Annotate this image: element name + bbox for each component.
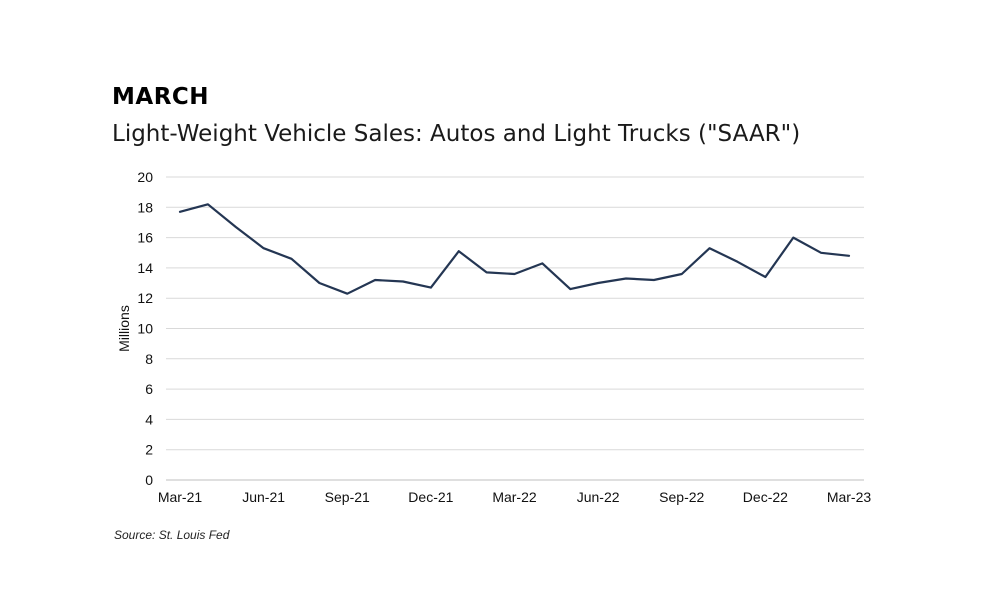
y-axis-ticks: 0 2 4 6 8 10 12 14 16 18 20: [137, 169, 153, 488]
y-tick-label: 16: [137, 230, 153, 246]
x-tick-label: Dec-22: [743, 489, 788, 505]
x-tick-label: Dec-21: [408, 489, 453, 505]
y-tick-label: 0: [145, 472, 153, 488]
x-tick-label: Mar-23: [827, 489, 872, 505]
y-axis-label: Millions: [116, 305, 132, 352]
y-tick-label: 4: [145, 411, 153, 427]
x-tick-label: Mar-22: [492, 489, 537, 505]
x-tick-label: Jun-21: [242, 489, 285, 505]
x-tick-label: Mar-21: [158, 489, 203, 505]
y-tick-label: 8: [145, 351, 153, 367]
x-tick-label: Jun-22: [577, 489, 620, 505]
y-tick-label: 6: [145, 381, 153, 397]
y-tick-label: 12: [137, 290, 153, 306]
x-tick-label: Sep-21: [325, 489, 370, 505]
y-tick-label: 14: [137, 260, 153, 276]
x-axis-ticks: Mar-21 Jun-21 Sep-21 Dec-21 Mar-22 Jun-22 Sep-…: [158, 489, 872, 505]
y-tick-label: 2: [145, 442, 153, 458]
series-line: [178, 203, 851, 295]
x-tick-label: Sep-22: [659, 489, 704, 505]
y-tick-label: 20: [137, 169, 153, 185]
chart-title: Light-Weight Vehicle Sales: Autos and Li…: [112, 121, 801, 147]
y-tick-label: 10: [137, 321, 153, 337]
source-note: Source: St. Louis Fed: [114, 528, 230, 542]
series-layer: [178, 203, 851, 295]
kicker-label: MARCH: [112, 84, 210, 110]
gridlines: [166, 176, 864, 451]
y-tick-label: 18: [137, 199, 153, 215]
